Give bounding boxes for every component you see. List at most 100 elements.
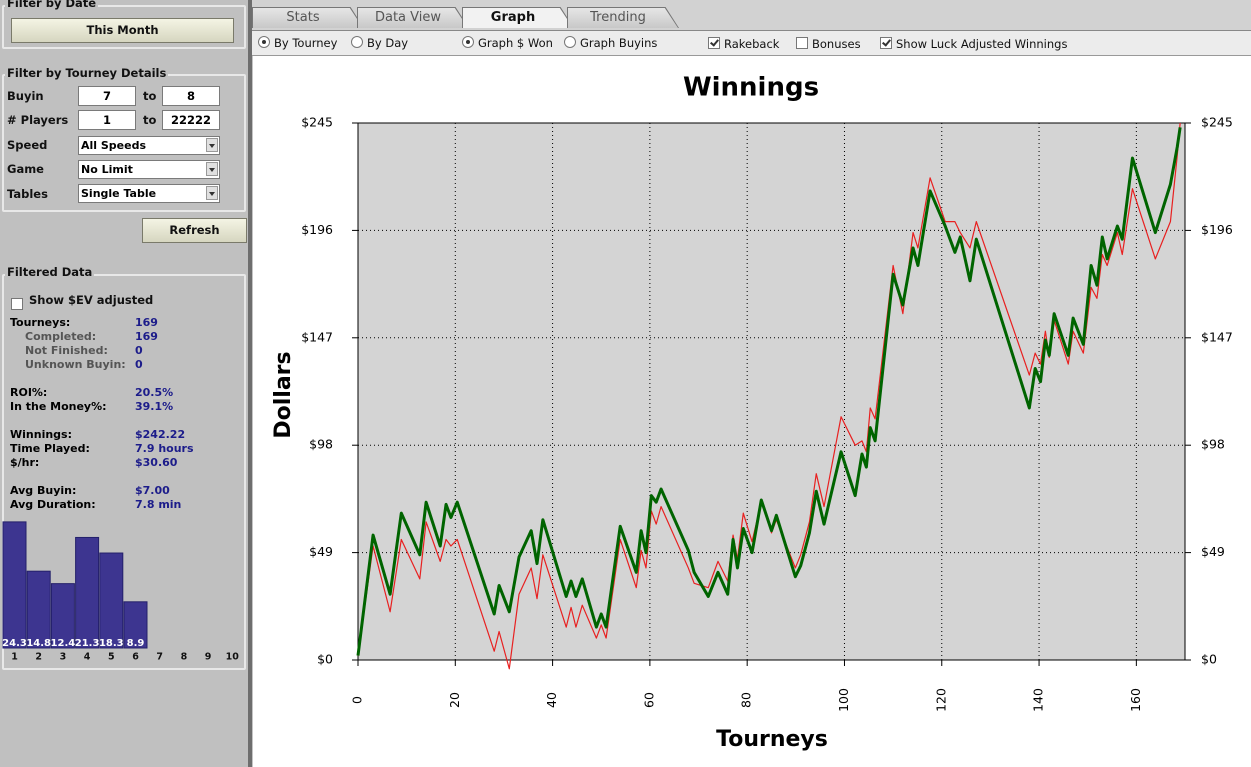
checkbox-label: Show $EV adjusted [29, 293, 154, 307]
y-tick-label: $49 [309, 544, 333, 559]
options-bar: By Tourney By Day Graph $ Won Graph Buyins R… [252, 31, 1251, 56]
y2-tick-label: $147 [1201, 329, 1233, 344]
stat-value: 7.8 min [135, 498, 182, 511]
bar-value-label: 8.9 [127, 638, 145, 649]
x-tick-label: 60 [641, 692, 656, 708]
select-value: All Speeds [81, 139, 147, 152]
x-tick-label: 6 [132, 652, 139, 663]
stat-value: 39.1% [135, 400, 174, 413]
dropdown-arrow [206, 162, 218, 176]
x-tick-label: 10 [226, 652, 240, 663]
series-line [356, 127, 1182, 656]
group-title: Filter by Tourney Details [5, 66, 169, 80]
date-button[interactable]: This Month [11, 18, 234, 43]
stat-label: $/hr: [10, 456, 40, 469]
bar-value-label: 21.3 [75, 638, 100, 649]
refresh-button[interactable]: Refresh [142, 218, 247, 243]
select[interactable]: Single Table [78, 184, 220, 203]
text-input[interactable]: 8 [162, 86, 220, 106]
radio-label: By Day [367, 36, 409, 50]
y-axis-label: Dollars [271, 351, 296, 438]
x-tick-label: 140 [1031, 688, 1046, 712]
radio-option[interactable]: Graph Buyins [564, 36, 657, 50]
group-box [2, 274, 246, 670]
y-tick-label: $245 [301, 115, 333, 130]
stat-value: $30.60 [135, 456, 178, 469]
bar-value-label: 18.3 [99, 638, 124, 649]
radio-option[interactable]: By Day [351, 36, 408, 50]
radio-label: By Tourney [274, 36, 338, 50]
x-tick-label: 1 [11, 652, 18, 663]
bar [26, 570, 51, 649]
x-tick-label: 9 [205, 652, 212, 663]
x-tick-label: 100 [836, 688, 851, 712]
stat-value: 169 [135, 330, 158, 343]
field-label: Tables [7, 187, 48, 201]
sidebar: Filter by Date This Month Filter by Tour… [0, 0, 248, 767]
radio-option[interactable]: By Tourney [258, 36, 337, 50]
stat-value: 0 [135, 344, 143, 357]
checkbox-label: Rakeback [724, 37, 780, 51]
bar-value-label: 24.3 [2, 638, 27, 649]
tab-face [358, 8, 468, 28]
select-value: No Limit [81, 163, 133, 176]
stat-label: Avg Buyin: [10, 484, 77, 497]
checkbox[interactable] [11, 298, 23, 310]
tab-label: Stats [286, 10, 320, 25]
group-title: Filter by Date [5, 0, 99, 10]
checkbox [796, 37, 808, 49]
finish-chart: 24.3 1 14.8 2 12.4 3 21.3 4 18.3 5 8.9 6 7 8 9 10 [2, 521, 240, 663]
tab[interactable]: Graph [462, 7, 574, 28]
y-tick-label: $98 [309, 437, 333, 452]
radio-option[interactable]: Graph $ Won [462, 36, 553, 50]
y2-tick-label: $49 [1201, 544, 1225, 559]
stat-value: 20.5% [135, 386, 174, 399]
chart-title: Winnings [683, 73, 819, 103]
stat-value: $7.00 [135, 484, 170, 497]
y2-tick-label: $98 [1201, 437, 1225, 452]
checkbox [880, 37, 892, 49]
x-tick-label: 3 [60, 652, 67, 663]
y2-tick-label: $0 [1201, 652, 1217, 667]
tab-face [568, 8, 678, 28]
bar [50, 583, 75, 649]
x-axis-label: Tourneys [716, 727, 828, 752]
stat-label: Time Played: [10, 442, 90, 455]
text-input[interactable]: 1 [78, 110, 136, 130]
radio [564, 36, 576, 48]
y2-tick-label: $245 [1201, 115, 1233, 130]
tab[interactable]: Stats [252, 7, 364, 28]
select-value: Single Table [81, 187, 157, 200]
divider [248, 0, 252, 767]
bar-value-label: 12.4 [51, 638, 76, 649]
plot-area [357, 122, 1186, 661]
bar [123, 601, 148, 649]
bar [2, 521, 27, 649]
select[interactable]: No Limit [78, 160, 220, 179]
group-box [2, 5, 246, 49]
stat-label: ROI%: [10, 386, 48, 399]
checkbox [708, 37, 720, 49]
checkbox-option[interactable]: Rakeback [708, 37, 779, 51]
tab-label: Trending [590, 10, 646, 25]
bar [75, 536, 100, 649]
separator-text: to [143, 113, 157, 127]
checkbox-label: Show Luck Adjusted Winnings [896, 37, 1068, 51]
y-tick-label: $196 [301, 222, 333, 237]
tab-bar: Stats Data View Graph Trending [252, 0, 1251, 31]
group-title: Filtered Data [5, 265, 95, 279]
checkbox-option[interactable]: Bonuses [796, 37, 861, 51]
y-tick-label: $0 [317, 652, 333, 667]
text-input[interactable]: 22222 [162, 110, 220, 130]
stat-value: 7.9 hours [135, 442, 194, 455]
tab-face [253, 8, 363, 28]
checkbox-option[interactable]: Show Luck Adjusted Winnings [880, 37, 1067, 51]
tab[interactable]: Data View [357, 7, 469, 28]
select[interactable]: All Speeds [78, 136, 220, 155]
x-tick-label: 4 [84, 652, 91, 663]
text-input[interactable]: 7 [78, 86, 136, 106]
x-tick-label: 40 [544, 692, 559, 708]
tab[interactable]: Trending [567, 7, 679, 28]
x-tick-label: 8 [181, 652, 188, 663]
